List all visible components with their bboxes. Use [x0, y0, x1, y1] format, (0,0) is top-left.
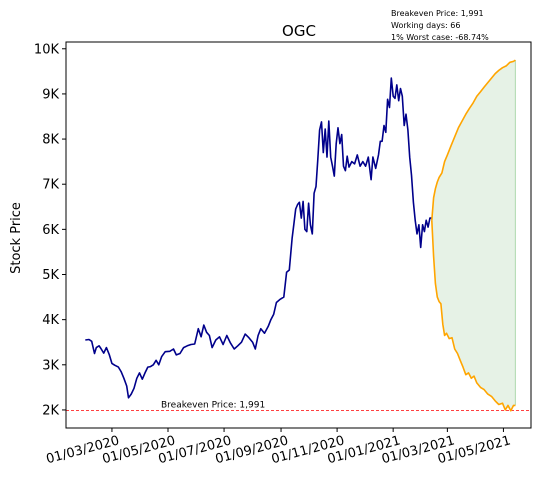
y-tick-label: 9K	[42, 87, 59, 102]
y-tick-label: 8K	[42, 133, 59, 148]
plot-area	[66, 59, 531, 412]
breakeven-label: Breakeven Price: 1,991	[161, 400, 265, 410]
plot-inner	[66, 59, 531, 412]
y-tick-label: 3K	[42, 358, 59, 373]
info-block: Breakeven Price: 1,991 Working days: 66 …	[391, 9, 489, 42]
projection-lower-line	[431, 220, 516, 412]
y-axis-label: Stock Price	[9, 202, 24, 274]
plot-frame	[65, 41, 532, 429]
projection-range-fill	[431, 60, 516, 411]
info-line-working-days: Working days: 66	[391, 21, 460, 30]
historical-line	[85, 77, 432, 399]
projection-upper-line	[431, 59, 516, 221]
chart-title: OGC	[282, 22, 316, 40]
y-tick-label: 5K	[42, 268, 59, 283]
y-tick-label: 7K	[42, 178, 59, 193]
y-tick-label: 10K	[34, 42, 60, 57]
y-tick-label: 2K	[42, 403, 59, 418]
y-tick-label: 6K	[42, 223, 59, 238]
x-axis: 01/03/202001/05/202001/07/202001/09/2020…	[45, 428, 512, 467]
y-axis: 2K 3K 4K 5K 6K 7K 8K 9K 10K	[34, 42, 66, 418]
y-tick-label: 4K	[42, 313, 59, 328]
info-line-worst-case: 1% Worst case: -68.74%	[391, 33, 489, 42]
info-line-breakeven: Breakeven Price: 1,991	[391, 9, 484, 18]
